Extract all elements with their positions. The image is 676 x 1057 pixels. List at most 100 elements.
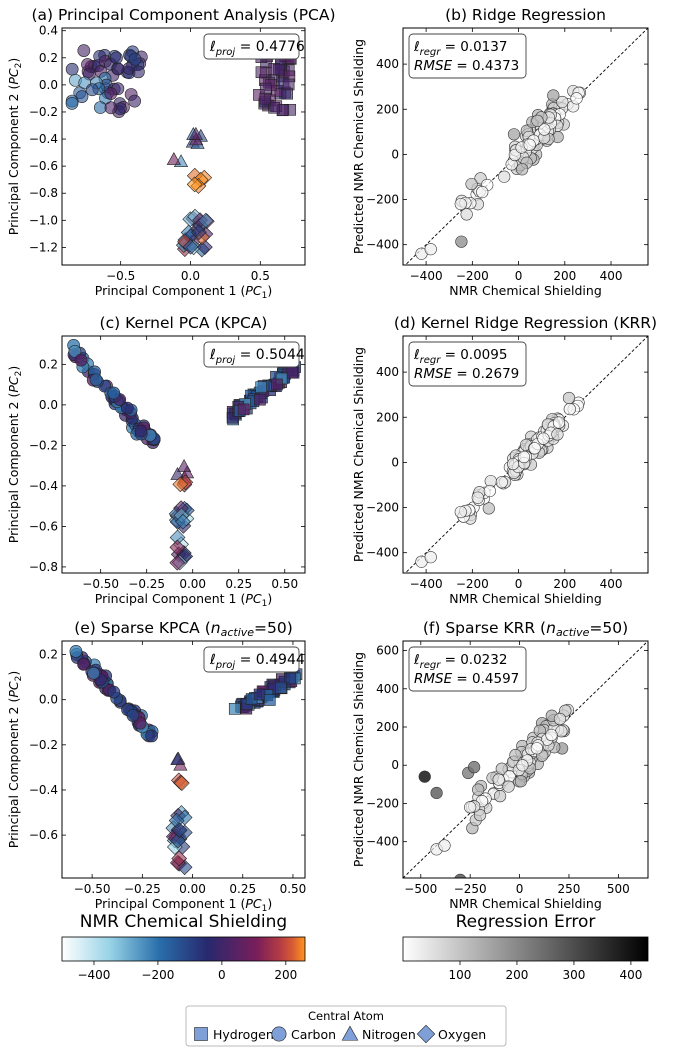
panel-title: (a) Principal Component Analysis (PCA) (31, 6, 335, 24)
colorbar-label: Regression Error (456, 912, 596, 932)
legend-marker (416, 1024, 436, 1044)
y-axis-label: Predicted NMR Chemical Shielding (351, 39, 366, 254)
data-point (172, 476, 189, 493)
y-tick-label: 400 (376, 57, 399, 71)
x-tick-label: −0.5 (106, 269, 135, 283)
x-tick-label: −200 (456, 577, 489, 591)
x-tick-label: −0.25 (128, 577, 165, 591)
panel-title: (f) Sparse KRR (nactive=50) (423, 619, 628, 639)
data-point (516, 163, 529, 176)
data-point (552, 416, 566, 429)
legend-label: Carbon (291, 1027, 336, 1042)
y-axis-label: Principal Component 2 (PC2) (6, 58, 24, 236)
colorbar-tick-label: 200 (506, 968, 529, 982)
data-point (104, 101, 118, 115)
x-axis-label: NMR Chemical Shielding (449, 896, 602, 911)
data-point (528, 442, 541, 455)
y-tick-label: −0.6 (29, 159, 58, 173)
annotation-text: ℓregr = 0.0137 (413, 39, 507, 58)
data-point (523, 138, 536, 151)
x-tick-label: 200 (553, 577, 576, 591)
colorbar (61, 936, 306, 962)
y-axis-label: Principal Component 2 (PC2) (6, 671, 24, 849)
colorbar-error: Regression Error 100 200 300 400 (402, 912, 649, 982)
y-tick-label: −0.6 (29, 828, 58, 842)
data-point (476, 186, 489, 199)
y-tick-label: 200 (376, 410, 399, 424)
panel-title: (d) Kernel Ridge Regression (KRR) (394, 314, 657, 332)
axes-frame (402, 335, 649, 574)
axes-frame (402, 640, 649, 879)
data-point (509, 748, 522, 762)
legend: Central Atom Hydrogen Carbon Nitrogen Oxygen (185, 1005, 507, 1047)
data-point (255, 66, 268, 79)
colorbar-shielding: NMR Chemical Shielding −400 −200 0 200 (61, 912, 306, 982)
x-tick-label: −0.25 (124, 882, 161, 896)
outlier-point (468, 761, 481, 774)
y-tick-label: −0.2 (29, 438, 58, 452)
data-point (107, 685, 121, 699)
x-tick-label: −250 (454, 882, 487, 896)
data-point (454, 505, 467, 519)
data-point (182, 238, 199, 255)
data-point (531, 114, 544, 127)
y-tick-label: −1.2 (29, 240, 58, 254)
x-tick-label: 0.5 (251, 269, 270, 283)
data-point (176, 459, 192, 472)
x-axis-label: Principal Component 1 (PC1) (95, 896, 273, 914)
axes-frame (61, 27, 306, 266)
annotation-box (203, 33, 300, 60)
y-tick-label: 0.2 (39, 51, 58, 65)
data-point (128, 94, 141, 108)
data-point (473, 809, 487, 822)
axes-frame (61, 640, 306, 879)
data-point (495, 476, 508, 489)
colorbar-tick-label: 0 (218, 968, 226, 982)
x-tick-label: 0.0 (181, 269, 200, 283)
x-tick-label: 0 (515, 269, 523, 283)
data-point (563, 403, 576, 416)
colorbar-label: NMR Chemical Shielding (80, 912, 287, 932)
data-point (502, 780, 515, 793)
data-point (454, 197, 467, 211)
data-point (507, 128, 521, 141)
y-axis-label: Principal Component 2 (PC2) (6, 366, 24, 544)
data-point (438, 839, 451, 852)
y-tick-label: −0.4 (29, 783, 58, 797)
data-point (556, 95, 569, 109)
legend-label: Oxygen (438, 1027, 486, 1042)
data-point (282, 78, 295, 91)
data-point (547, 89, 560, 102)
colorbar-tick-label: −400 (77, 968, 110, 982)
data-point (65, 97, 79, 110)
plot-area (65, 39, 297, 258)
data-point (171, 850, 188, 867)
plot-area (404, 336, 648, 573)
data-point (77, 44, 91, 57)
data-point (228, 703, 241, 715)
panel-b: −400 −200 0 200 400 400 200 0 −200 −400 (b) Ridge … (351, 6, 649, 298)
panel-e: −0.50 −0.25 0.00 0.25 0.50 0.2 0.0 −0.2 −0.4 −0.6… (6, 619, 306, 914)
colorbar (402, 936, 649, 962)
x-axis-label: NMR Chemical Shielding (449, 591, 602, 606)
annotation-box (408, 33, 527, 79)
data-point (271, 378, 283, 391)
x-axis-label: Principal Component 1 (PC1) (95, 283, 273, 301)
data-point (551, 428, 564, 441)
y-axis-label: Predicted NMR Chemical Shielding (351, 652, 366, 867)
data-point (472, 783, 485, 796)
data-point (188, 126, 203, 140)
panel-f: −500 −250 0 250 500 600 400 200 0 −200 −400 (f) Spa… (351, 619, 649, 911)
y-tick-label: −0.6 (29, 519, 58, 533)
y-tick-label: −400 (366, 238, 399, 252)
data-point (69, 644, 83, 658)
y-tick-label: 0.0 (39, 78, 58, 92)
y-tick-label: −0.8 (29, 560, 58, 574)
x-tick-label: −0.50 (82, 577, 119, 591)
data-point (85, 83, 99, 97)
y-tick-label: −0.2 (29, 738, 58, 752)
data-point (255, 381, 267, 393)
data-point (254, 393, 266, 406)
outlier-point (418, 770, 431, 783)
annotation-box (408, 646, 527, 692)
